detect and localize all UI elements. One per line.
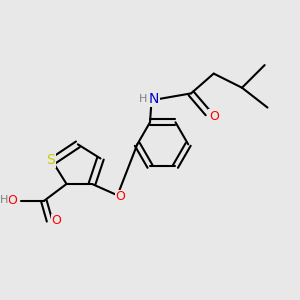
Text: S: S — [46, 153, 55, 167]
Text: H: H — [0, 194, 8, 205]
Text: O: O — [116, 190, 125, 203]
Text: H: H — [139, 94, 147, 104]
Text: O: O — [209, 110, 219, 122]
Text: O: O — [7, 194, 17, 207]
Text: O: O — [52, 214, 61, 227]
Text: N: N — [149, 92, 160, 106]
